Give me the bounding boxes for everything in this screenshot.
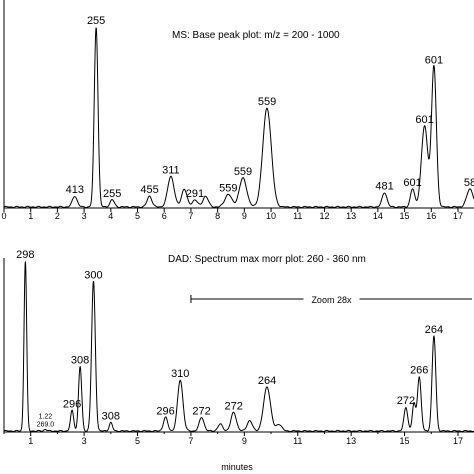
x-tick-label: 9 [242,436,247,446]
ms-chart-title: MS: Base peak plot: m/z = 200 - 1000 [172,30,340,41]
peak-label: 310 [171,368,189,380]
x-tick-label: 13 [346,436,356,446]
x-tick-label: 17 [453,436,463,446]
x-tick-label: 4 [108,211,113,221]
x-tick-label: 15 [400,211,410,221]
peak-label: 308 [102,411,120,423]
dad-spectrum-panel: DAD: Spectrum max morr plot: 260 - 360 n… [3,249,474,472]
peak-label: 311 [162,164,180,176]
peak-label: 266 [410,365,428,377]
x-tick-label: 5 [135,436,140,446]
zoom-label-bg [303,292,360,306]
x-tick-label: 3 [82,211,87,221]
peak-label: 255 [87,15,105,27]
x-tick-label: 7 [188,211,193,221]
peak-label: 272 [224,400,242,412]
x-tick-label: 10 [266,211,276,221]
x-tick-label: 0 [1,211,6,221]
peak-label: 264 [425,324,443,336]
peak-label: 559 [258,96,276,108]
peak-label: 58 [464,177,474,189]
peak-label: 455 [140,184,158,196]
x-tick-label: 1 [28,211,33,221]
peak-label: 264 [258,375,276,387]
x-tick-label: 16 [426,211,436,221]
x-tick-label: 6 [162,211,167,221]
peak-label: 300 [84,269,102,281]
peak-label: 559 [219,182,237,194]
peak-label: 272 [192,405,210,417]
x-tick-label: 13 [346,211,356,221]
x-tick-label: 12 [319,211,329,221]
peak-label: 272 [397,395,415,407]
peak-label: 559 [234,166,252,178]
x-tick-label: 7 [188,436,193,446]
signal-trace [3,261,474,433]
dad-chart-title: DAD: Spectrum max morr plot: 260 - 360 n… [168,254,366,265]
x-tick-label: 2 [55,211,60,221]
peak-label: 481 [375,181,393,193]
signal-trace [3,27,474,209]
peak-label: 1.22 269.0 [37,413,55,428]
peak-label: 601 [403,177,421,189]
x-tick-label: 11 [293,211,302,221]
x-tick-label: 17 [453,211,463,221]
x-tick-label: 15 [400,436,410,446]
peak-label: 296 [63,399,81,411]
peak-label: 255 [103,188,121,200]
peak-label: 308 [71,354,89,366]
x-tick-label: 5 [135,211,140,221]
x-tick-label: 1 [28,436,33,446]
x-tick-label: 14 [373,211,383,221]
peak-label: 298 [16,249,34,261]
x-axis-label: minutes [221,462,253,472]
peak-label: 296 [156,405,174,417]
x-tick-label: 9 [242,211,247,221]
zoom-label: Zoom 28x [311,295,352,305]
peak-label: 601 [425,55,443,67]
x-tick-label: 11 [293,436,302,446]
peak-label: 291 [186,188,204,200]
x-tick-label: 3 [82,436,87,446]
x-tick-label: 8 [215,211,220,221]
peak-label: 601 [415,114,433,126]
peak-label: 413 [66,184,84,196]
